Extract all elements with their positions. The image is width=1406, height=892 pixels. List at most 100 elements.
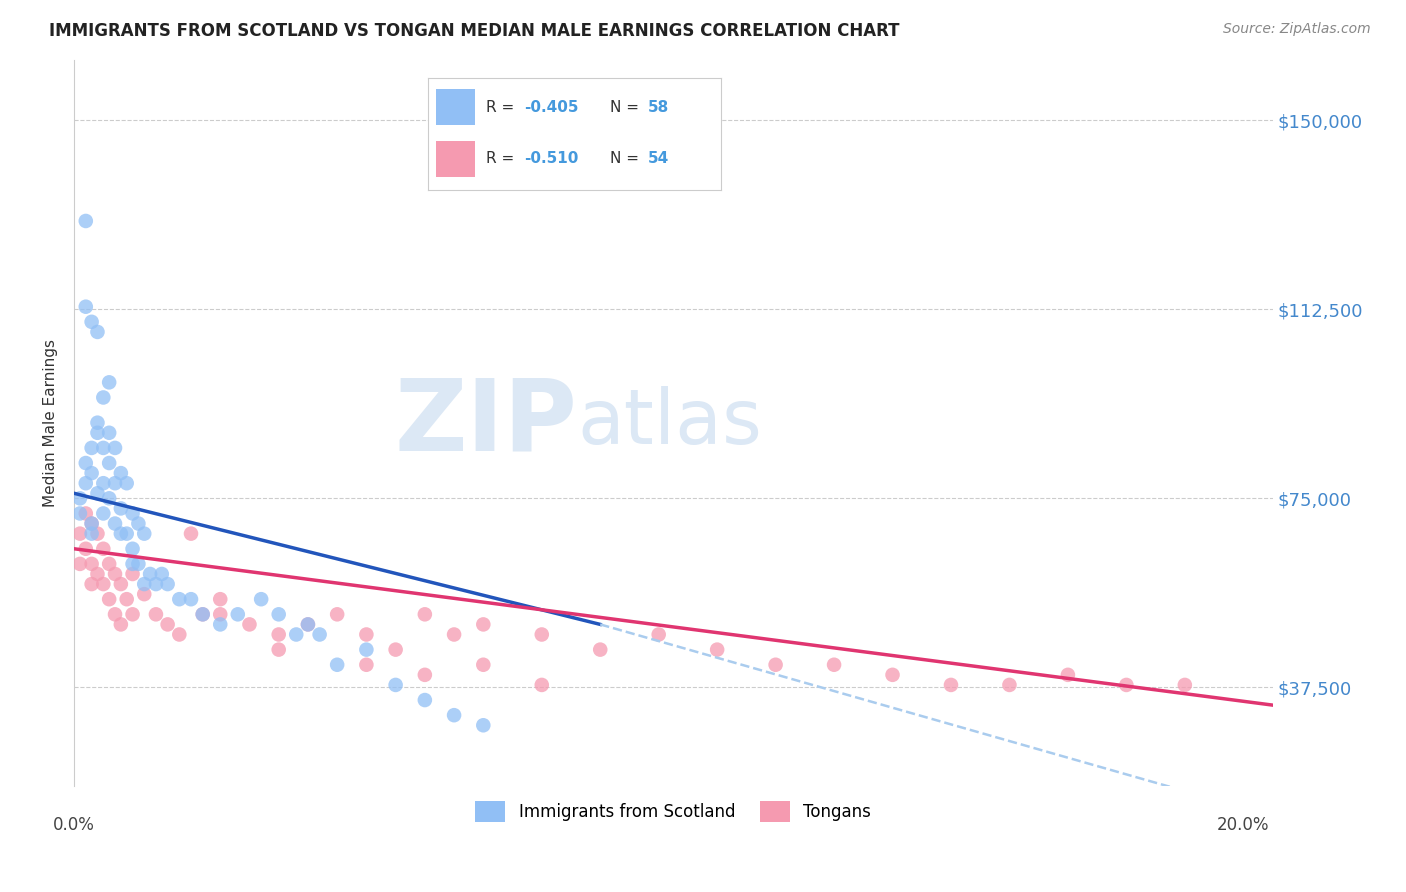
Point	[191, 607, 214, 622]
Point	[226, 607, 249, 622]
Point	[69, 507, 91, 521]
Point	[86, 416, 108, 430]
Point	[384, 678, 406, 692]
Point	[98, 557, 121, 571]
Point	[110, 466, 132, 480]
Point	[104, 441, 127, 455]
Point	[134, 587, 156, 601]
Point	[765, 657, 787, 672]
Point	[413, 607, 436, 622]
Point	[472, 657, 495, 672]
Point	[75, 507, 97, 521]
Point	[267, 627, 290, 641]
Point	[91, 476, 114, 491]
Point	[80, 466, 103, 480]
Point	[706, 642, 728, 657]
Point	[297, 617, 319, 632]
Point	[86, 566, 108, 581]
Point	[86, 486, 108, 500]
Point	[69, 526, 91, 541]
Point	[121, 541, 143, 556]
Point	[209, 592, 232, 607]
Point	[443, 627, 465, 641]
Point	[91, 577, 114, 591]
Point	[115, 476, 138, 491]
Point	[267, 642, 290, 657]
Point	[110, 577, 132, 591]
Point	[91, 541, 114, 556]
Point	[1174, 678, 1197, 692]
Point	[413, 693, 436, 707]
Point	[75, 300, 97, 314]
Point	[121, 566, 143, 581]
Text: 0.0%: 0.0%	[53, 816, 96, 834]
Point	[589, 642, 612, 657]
Point	[150, 566, 173, 581]
Point	[134, 526, 156, 541]
Point	[104, 516, 127, 531]
Point	[80, 315, 103, 329]
Point	[356, 627, 378, 641]
Point	[75, 456, 97, 470]
Point	[91, 507, 114, 521]
Point	[69, 557, 91, 571]
Point	[98, 456, 121, 470]
Point	[127, 557, 149, 571]
Point	[472, 718, 495, 732]
Text: atlas: atlas	[578, 385, 762, 459]
Point	[209, 617, 232, 632]
Point	[156, 577, 179, 591]
Point	[1057, 668, 1080, 682]
Point	[356, 642, 378, 657]
Point	[647, 627, 669, 641]
Point	[80, 516, 103, 531]
Point	[104, 607, 127, 622]
Point	[86, 425, 108, 440]
Point	[75, 541, 97, 556]
Point	[91, 391, 114, 405]
Point	[80, 516, 103, 531]
Point	[180, 592, 202, 607]
Point	[285, 627, 308, 641]
Point	[169, 592, 191, 607]
Point	[326, 657, 349, 672]
Point	[209, 607, 232, 622]
Point	[86, 325, 108, 339]
Y-axis label: Median Male Earnings: Median Male Earnings	[44, 339, 58, 507]
Point	[121, 507, 143, 521]
Point	[121, 607, 143, 622]
Point	[939, 678, 962, 692]
Point	[145, 607, 167, 622]
Point	[191, 607, 214, 622]
Point	[267, 607, 290, 622]
Point	[169, 627, 191, 641]
Point	[145, 577, 167, 591]
Point	[110, 617, 132, 632]
Point	[86, 526, 108, 541]
Point	[121, 557, 143, 571]
Point	[356, 657, 378, 672]
Point	[80, 441, 103, 455]
Point	[80, 557, 103, 571]
Point	[98, 491, 121, 506]
Point	[98, 592, 121, 607]
Point	[115, 526, 138, 541]
Point	[80, 526, 103, 541]
Point	[134, 577, 156, 591]
Point	[69, 491, 91, 506]
Point	[139, 566, 162, 581]
Point	[530, 678, 553, 692]
Point	[156, 617, 179, 632]
Point	[998, 678, 1021, 692]
Point	[80, 577, 103, 591]
Point	[238, 617, 260, 632]
Point	[297, 617, 319, 632]
Point	[110, 501, 132, 516]
Legend: Immigrants from Scotland, Tongans: Immigrants from Scotland, Tongans	[468, 795, 877, 829]
Point	[127, 516, 149, 531]
Text: Source: ZipAtlas.com: Source: ZipAtlas.com	[1223, 22, 1371, 37]
Point	[104, 476, 127, 491]
Point	[98, 425, 121, 440]
Point	[250, 592, 273, 607]
Text: 20.0%: 20.0%	[1218, 816, 1270, 834]
